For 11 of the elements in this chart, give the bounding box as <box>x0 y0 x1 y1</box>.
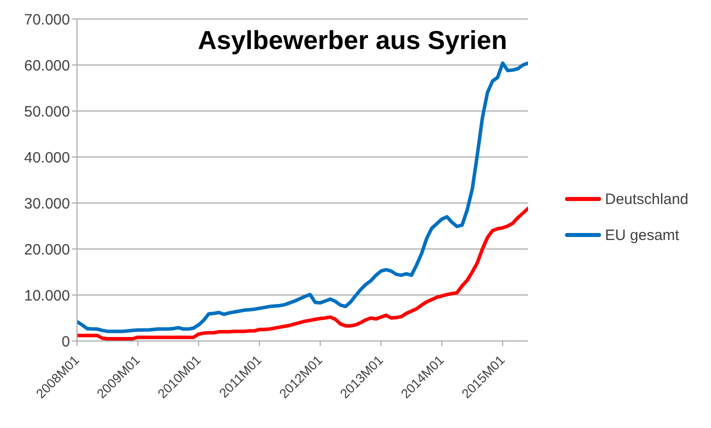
y-tick-label: 20.000 <box>24 241 70 258</box>
y-tick-label: 30.000 <box>24 195 70 212</box>
y-tick-label: 10.000 <box>24 287 70 304</box>
y-tick-label: 50.000 <box>24 103 70 120</box>
legend-label: EU gesamt <box>605 226 680 244</box>
chart-title: Asylbewerber aus Syrien <box>196 25 508 56</box>
y-tick-label: 0 <box>62 333 70 350</box>
y-tick-label: 40.000 <box>24 149 70 166</box>
y-tick-label: 70.000 <box>24 11 70 28</box>
y-tick-label: 60.000 <box>24 57 70 74</box>
legend-label: Deutschland <box>605 190 688 208</box>
